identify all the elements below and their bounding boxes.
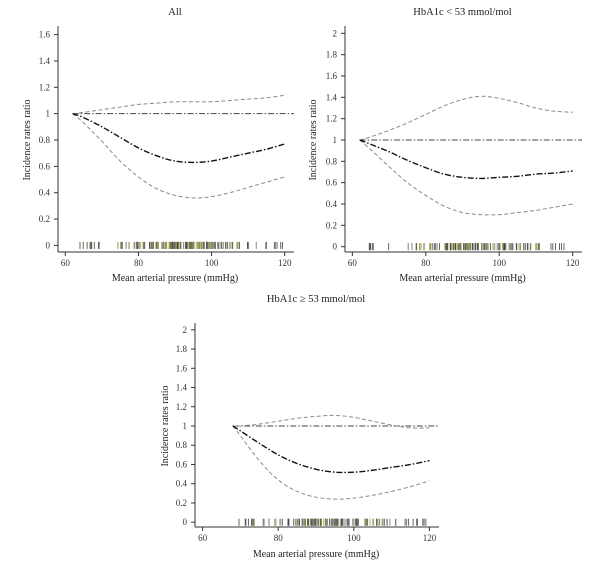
chart-panel-2: HbA1c < 53 mmol/mol 0 0.2 0.4 0.6 0.8 1 1.2 1.4 1… (308, 7, 582, 284)
y-tick-label: 1.6 (39, 30, 51, 40)
y-tick-label: 0 (46, 240, 51, 250)
rug-plot (79, 241, 283, 249)
x-tick-label: 120 (423, 533, 437, 543)
y-tick-label: 0.8 (326, 156, 338, 166)
y-tick-label: 1 (183, 421, 188, 431)
y-tick-label: 0 (183, 517, 188, 527)
y-tick-label: 1.8 (326, 50, 338, 60)
y-tick-label: 0.8 (39, 135, 51, 145)
chart-title: HbA1c ≥ 53 mmol/mol (267, 294, 365, 305)
y-tick-label: 0.2 (39, 214, 50, 224)
y-axis-label: Incidence rates ratio (22, 99, 33, 180)
x-axis-label: Mean arterial pressure (mmHg) (253, 549, 379, 560)
y-tick-label: 1 (46, 109, 51, 119)
y-tick-label: 1.2 (39, 82, 50, 92)
y-tick-label: 1.2 (326, 114, 337, 124)
x-tick-label: 120 (278, 258, 292, 268)
x-tick-label: 80 (134, 258, 144, 268)
y-tick-label: 1.4 (326, 92, 338, 102)
lower-ci-line (232, 425, 430, 500)
chart-panel-1: All 0 0.2 0.4 0.6 0.8 1 1.2 1.4 1.6 60 80 100 120 Mean… (22, 7, 294, 284)
x-tick-label: 100 (492, 258, 506, 268)
y-tick-label: 1.6 (176, 363, 188, 373)
y-tick-label: 0.2 (176, 498, 187, 508)
estimate-line (72, 112, 285, 164)
estimate-line (359, 139, 573, 180)
y-tick-label: 1.4 (39, 56, 51, 66)
y-tick-label: 0.4 (39, 188, 51, 198)
y-tick-label: 0.6 (326, 178, 338, 188)
y-tick-label: 2 (183, 325, 188, 335)
y-tick-label: 1.2 (176, 402, 187, 412)
y-axis-label: Incidence rates ratio (160, 385, 171, 466)
x-tick-label: 100 (205, 258, 219, 268)
y-tick-label: 2 (333, 28, 338, 38)
x-tick-label: 60 (198, 533, 208, 543)
x-tick-label: 60 (61, 258, 71, 268)
y-tick-label: 0.8 (176, 440, 188, 450)
y-tick-label: 1.8 (176, 344, 188, 354)
upper-ci-line (232, 414, 430, 429)
upper-ci-line (359, 95, 573, 141)
lower-ci-line (72, 113, 285, 199)
y-tick-label: 1.4 (176, 383, 188, 393)
rug-plot (238, 518, 427, 526)
chart-panel-3: HbA1c ≥ 53 mmol/mol 0 0.2 0.4 0.6 0.8 1 1.2 1.4 1… (160, 294, 439, 560)
estimate-line (232, 425, 430, 474)
x-axis-label: Mean arterial pressure (mmHg) (399, 273, 525, 284)
x-tick-label: 80 (421, 258, 431, 268)
rug-plot (368, 243, 565, 251)
x-tick-label: 60 (348, 258, 358, 268)
y-tick-label: 0.4 (326, 199, 338, 209)
y-tick-label: 0 (333, 242, 338, 252)
y-tick-label: 1 (333, 135, 338, 145)
y-axis-label: Incidence rates ratio (308, 99, 319, 180)
chart-title: HbA1c < 53 mmol/mol (413, 7, 511, 18)
y-tick-label: 0.4 (176, 479, 188, 489)
x-tick-label: 80 (274, 533, 284, 543)
x-axis-label: Mean arterial pressure (mmHg) (112, 273, 238, 284)
y-tick-label: 0.2 (326, 220, 337, 230)
y-tick-label: 0.6 (176, 459, 188, 469)
y-tick-label: 0.6 (39, 161, 51, 171)
lower-ci-line (359, 139, 573, 216)
upper-ci-line (72, 94, 285, 115)
chart-title: All (168, 7, 182, 18)
x-tick-label: 120 (566, 258, 580, 268)
x-tick-label: 100 (347, 533, 361, 543)
y-tick-label: 1.6 (326, 71, 338, 81)
